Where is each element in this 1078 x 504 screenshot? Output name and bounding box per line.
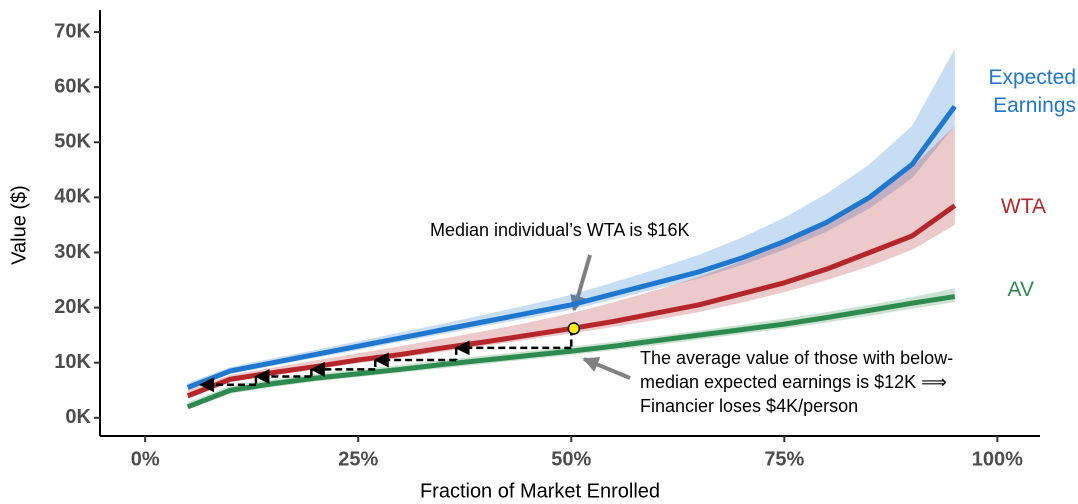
y-tick-label: 0K (65, 406, 91, 428)
x-tick-label: 25% (338, 448, 378, 470)
confidence-band (187, 48, 955, 391)
median-point (567, 322, 581, 335)
y-tick-label: 10K (54, 351, 91, 373)
series-label: Expected Earnings (988, 66, 1076, 117)
y-tick-label: 70K (54, 20, 91, 42)
x-tick-label: 50% (551, 448, 591, 470)
annotation-arrow (570, 254, 592, 312)
annotation-arrow (582, 357, 631, 380)
annotation: Median individual’s WTA is $16K (430, 220, 690, 240)
series-label: WTA (1000, 195, 1046, 218)
series-label: AV (1007, 278, 1034, 301)
series-line (186, 104, 957, 390)
series-line (186, 294, 956, 410)
y-tick-label: 60K (54, 75, 91, 97)
y-axis-title: Value ($) (8, 185, 30, 265)
y-tick-label: 30K (54, 241, 91, 263)
y-tick-label: 20K (54, 296, 91, 318)
y-tick-label: 40K (54, 186, 91, 208)
x-tick-label: 75% (764, 448, 804, 470)
y-tick-label: 50K (54, 131, 91, 153)
x-axis-title: Fraction of Market Enrolled (420, 480, 660, 502)
annotation: The average value of those with below-me… (640, 348, 954, 416)
x-tick-label: 100% (972, 448, 1023, 470)
x-tick-label: 0% (131, 448, 160, 470)
